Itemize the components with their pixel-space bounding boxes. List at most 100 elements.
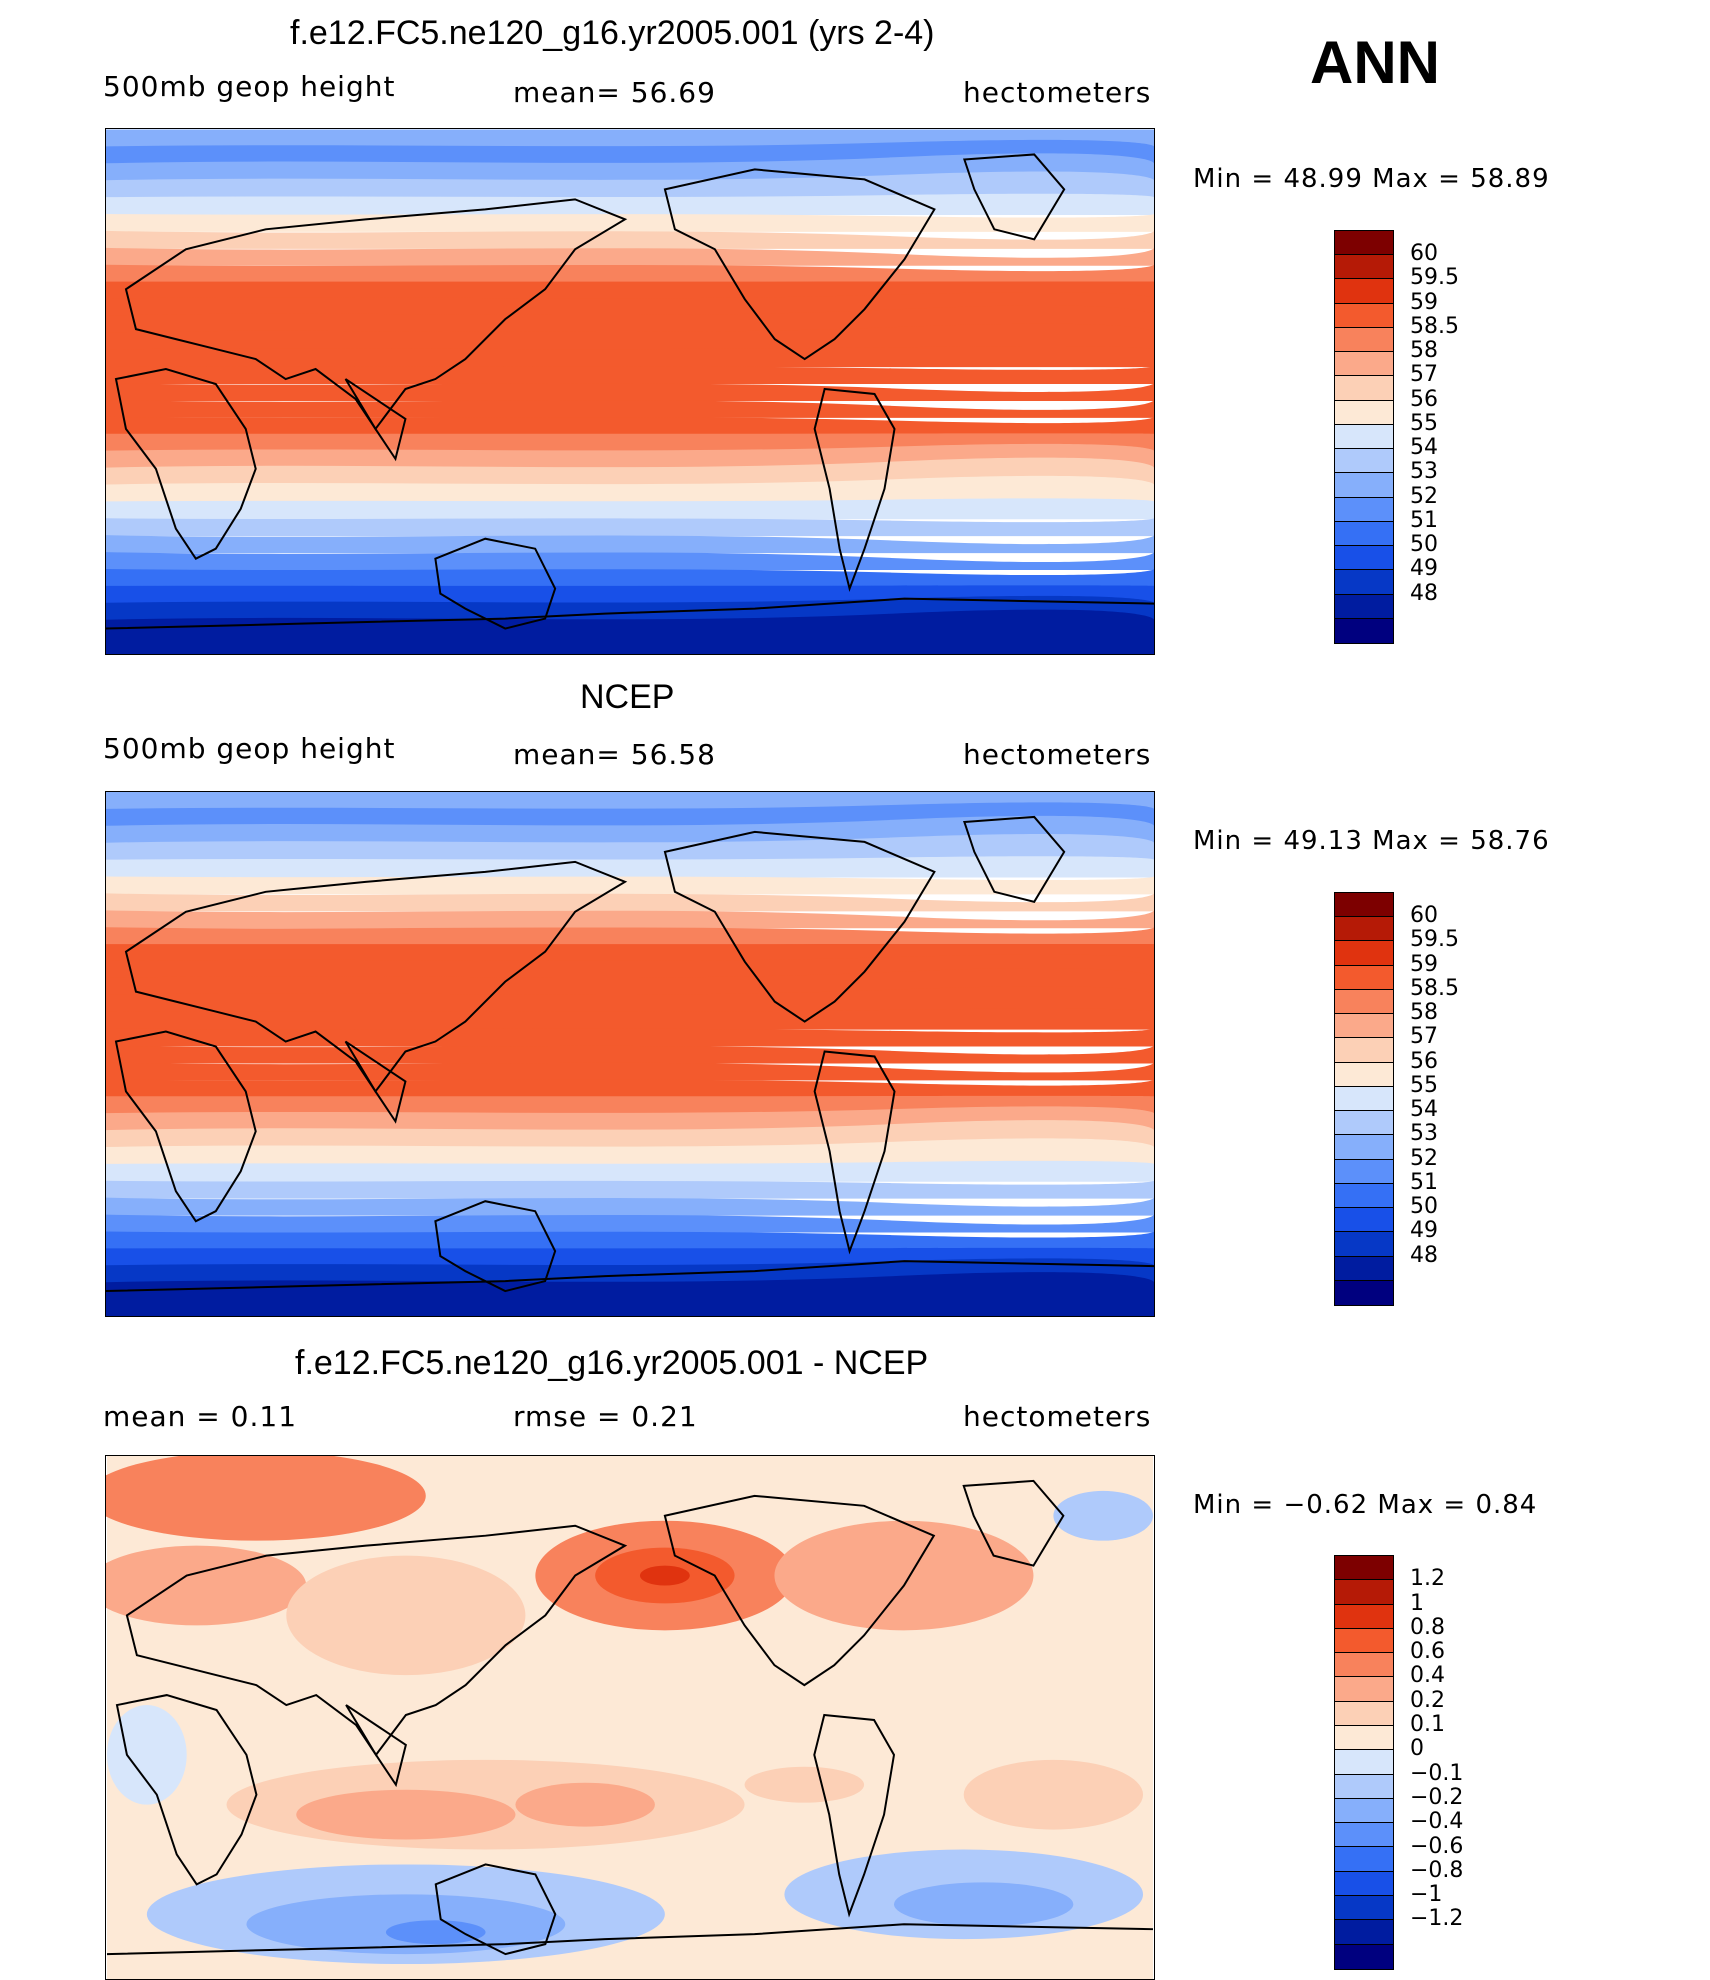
colorbar-segment bbox=[1335, 1111, 1393, 1136]
colorbar-tick-label: 52 bbox=[1410, 483, 1438, 509]
colorbar-tick-label: 54 bbox=[1410, 1097, 1438, 1123]
colorbar-segment bbox=[1335, 989, 1393, 1015]
panel3-rmse: rmse = 0.21 bbox=[513, 1400, 698, 1433]
colorbar-tick-label: −1.2 bbox=[1410, 1906, 1464, 1932]
colorbar-segment bbox=[1335, 1944, 1393, 1969]
colorbar-tick-label: 58 bbox=[1410, 1000, 1438, 1026]
colorbar-segment bbox=[1335, 521, 1393, 547]
colorbar-segment bbox=[1335, 424, 1393, 450]
colorbar-segment bbox=[1335, 1256, 1393, 1281]
colorbar-tick-label: 60 bbox=[1410, 903, 1438, 929]
colorbar-segment bbox=[1335, 1183, 1393, 1209]
colorbar-tick-label: 0.6 bbox=[1410, 1639, 1445, 1665]
colorbar-segment bbox=[1335, 1556, 1393, 1581]
colorbar-tick-label: −0.4 bbox=[1410, 1809, 1464, 1835]
panel1-minmax: Min = 48.99 Max = 58.89 bbox=[1193, 164, 1550, 194]
panel3-colorbar bbox=[1334, 1555, 1394, 1970]
colorbar-tick-label: 59 bbox=[1410, 289, 1438, 315]
colorbar-segment bbox=[1335, 1038, 1393, 1063]
panel1-map bbox=[105, 128, 1155, 655]
colorbar-tick-label: 58 bbox=[1410, 338, 1438, 364]
difference-field bbox=[106, 1456, 1154, 1979]
colorbar-tick-label: 56 bbox=[1410, 1048, 1438, 1074]
colorbar-segment bbox=[1335, 1135, 1393, 1160]
colorbar-segment bbox=[1335, 1677, 1393, 1702]
colorbar-segment bbox=[1335, 449, 1393, 474]
colorbar-tick-label: 1 bbox=[1410, 1590, 1424, 1616]
panel1-mean: mean= 56.69 bbox=[513, 76, 716, 109]
panel1-variable: 500mb geop height bbox=[103, 70, 396, 103]
colorbar-tick-label: 60 bbox=[1410, 241, 1438, 267]
colorbar-segment bbox=[1335, 1920, 1393, 1945]
colorbar-segment bbox=[1335, 965, 1393, 990]
colorbar-tick-label: 58.5 bbox=[1410, 975, 1459, 1001]
panel3-minmax: Min = −0.62 Max = 0.84 bbox=[1193, 1490, 1538, 1520]
colorbar-tick-label: −0.8 bbox=[1410, 1857, 1464, 1883]
panel1-colorbar bbox=[1334, 230, 1394, 644]
colorbar-tick-label: 57 bbox=[1410, 1024, 1438, 1050]
colorbar-segment bbox=[1335, 1280, 1393, 1305]
colorbar-tick-label: 0.4 bbox=[1410, 1663, 1445, 1689]
colorbar-segment bbox=[1335, 352, 1393, 377]
colorbar-segment bbox=[1335, 893, 1393, 918]
colorbar-segment bbox=[1335, 570, 1393, 595]
colorbar-segment bbox=[1335, 1580, 1393, 1605]
colorbar-tick-label: 48 bbox=[1410, 1242, 1438, 1268]
contour-field bbox=[106, 129, 1154, 654]
panel2-variable: 500mb geop height bbox=[103, 732, 396, 765]
colorbar-tick-label: 1.2 bbox=[1410, 1566, 1445, 1592]
colorbar-tick-label: 50 bbox=[1410, 532, 1438, 558]
colorbar-segment bbox=[1335, 1895, 1393, 1921]
panel2-minmax: Min = 49.13 Max = 58.76 bbox=[1193, 826, 1550, 856]
colorbar-segment bbox=[1335, 1086, 1393, 1112]
panel2-mean: mean= 56.58 bbox=[513, 738, 716, 771]
colorbar-segment bbox=[1335, 941, 1393, 966]
colorbar-segment bbox=[1335, 1871, 1393, 1896]
colorbar-tick-label: 53 bbox=[1410, 459, 1438, 485]
colorbar-tick-label: 49 bbox=[1410, 1218, 1438, 1244]
colorbar-segment bbox=[1335, 1232, 1393, 1257]
colorbar-tick-label: 51 bbox=[1410, 507, 1438, 533]
colorbar-tick-label: 0.1 bbox=[1410, 1712, 1445, 1738]
colorbar-segment bbox=[1335, 546, 1393, 571]
colorbar-tick-label: 58.5 bbox=[1410, 313, 1459, 339]
colorbar-segment bbox=[1335, 1604, 1393, 1629]
colorbar-tick-label: 56 bbox=[1410, 386, 1438, 412]
colorbar-segment bbox=[1335, 1208, 1393, 1233]
colorbar-tick-label: −0.6 bbox=[1410, 1833, 1464, 1859]
colorbar-segment bbox=[1335, 303, 1393, 328]
colorbar-segment bbox=[1335, 327, 1393, 353]
panel2-units: hectometers bbox=[963, 738, 1152, 771]
colorbar-segment bbox=[1335, 400, 1393, 425]
panel2-colorbar bbox=[1334, 892, 1394, 1306]
colorbar-tick-label: 0.2 bbox=[1410, 1687, 1445, 1713]
panel1-units: hectometers bbox=[963, 76, 1152, 109]
colorbar-tick-label: 0.8 bbox=[1410, 1614, 1445, 1640]
panel1-title: f.e12.FC5.ne120_g16.yr2005.001 (yrs 2-4) bbox=[290, 14, 935, 52]
colorbar-tick-label: −0.1 bbox=[1410, 1760, 1464, 1786]
panel2-title: NCEP bbox=[580, 678, 675, 716]
colorbar-segment bbox=[1335, 1823, 1393, 1848]
colorbar-segment bbox=[1335, 1798, 1393, 1824]
colorbar-segment bbox=[1335, 594, 1393, 619]
colorbar-tick-label: −0.2 bbox=[1410, 1784, 1464, 1810]
colorbar-segment bbox=[1335, 1062, 1393, 1087]
panel3-mean: mean = 0.11 bbox=[103, 1400, 298, 1433]
colorbar-segment bbox=[1335, 473, 1393, 498]
panel3-map bbox=[105, 1455, 1155, 1980]
colorbar-segment bbox=[1335, 1653, 1393, 1678]
colorbar-segment bbox=[1335, 255, 1393, 280]
colorbar-segment bbox=[1335, 497, 1393, 522]
colorbar-segment bbox=[1335, 1750, 1393, 1775]
colorbar-segment bbox=[1335, 1774, 1393, 1799]
colorbar-tick-label: 59 bbox=[1410, 951, 1438, 977]
colorbar-tick-label: 59.5 bbox=[1410, 927, 1459, 953]
colorbar-tick-label: 57 bbox=[1410, 362, 1438, 388]
contour-field bbox=[106, 792, 1154, 1316]
colorbar-tick-label: 55 bbox=[1410, 1072, 1438, 1098]
colorbar-tick-label: 0 bbox=[1410, 1736, 1424, 1762]
colorbar-tick-label: −1 bbox=[1410, 1882, 1443, 1908]
colorbar-segment bbox=[1335, 1628, 1393, 1654]
colorbar-tick-label: 51 bbox=[1410, 1169, 1438, 1195]
colorbar-segment bbox=[1335, 1701, 1393, 1726]
